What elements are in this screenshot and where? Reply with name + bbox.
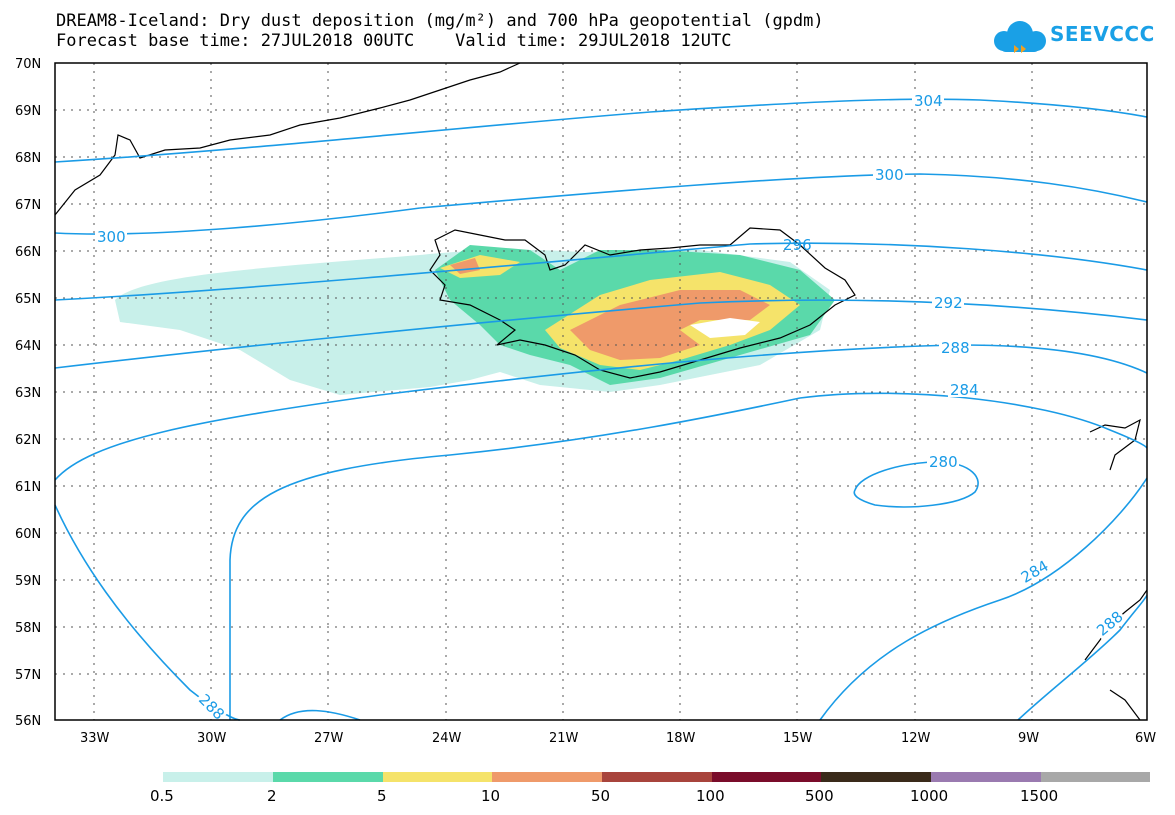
contour-label: 284 [950,381,979,399]
contour-label: 280 [929,453,958,471]
legend-swatch [931,772,1041,782]
latitude-labels: 70N 69N 68N 67N 66N 65N 64N 63N 62N 61N … [15,57,41,729]
lon-label: 27W [314,731,344,746]
dust-deposition-field [115,245,835,395]
lat-label: 66N [15,245,41,260]
legend-swatch [602,772,712,782]
legend-label: 1500 [1020,787,1058,805]
contour-288-south [1017,594,1148,721]
legend-swatch [163,772,273,782]
dust-level-10 [570,290,770,360]
lat-label: 63N [15,386,41,401]
legend-label: 2 [267,787,277,805]
contour-296 [54,242,1148,301]
contour-label-group: 304 300 300 296 292 288 284 280 284 288 … [95,92,1127,723]
cloud-icon [994,21,1046,53]
map-frame [54,62,1148,721]
faroe-coast [1089,418,1141,471]
legend-label: 50 [591,787,610,805]
contour-label: 296 [783,236,812,254]
dust-clear-patch [690,318,760,338]
legend-label: 1000 [910,787,948,805]
lat-label: 70N [15,57,41,72]
legend-swatch [492,772,602,782]
logo-text: SEEVCCC [1050,22,1155,46]
lon-label: 18W [666,731,696,746]
lat-label: 62N [15,433,41,448]
legend-label: 0.5 [150,787,174,805]
contour-284-south [819,477,1148,721]
lon-label: 6W [1135,731,1156,746]
contour-280 [853,461,979,508]
iceland-coast [429,227,856,379]
lat-label: 69N [15,104,41,119]
legend-colorbar: 0.5 2 5 10 50 100 500 1000 1500 [150,772,1150,805]
lon-label: 9W [1018,731,1039,746]
lon-label: 24W [432,731,462,746]
legend-swatch [1041,772,1150,782]
lat-label: 67N [15,198,41,213]
lon-label: 12W [901,731,931,746]
legend-swatch [821,772,931,782]
lat-label: 57N [15,668,41,683]
lat-label: 59N [15,574,41,589]
lat-label: 65N [15,292,41,307]
coastlines [54,62,1148,721]
lat-label: 64N [15,339,41,354]
lon-label: 33W [80,731,110,746]
contour-288-upper [54,344,1148,481]
scotland-islands [1109,689,1141,721]
legend-swatch [383,772,492,782]
lat-label: 61N [15,480,41,495]
legend-label: 5 [377,787,387,805]
legend-swatch [712,772,821,782]
contour-label: 300 [97,228,126,246]
contour-288-west2 [279,709,361,721]
contour-label: 288 [941,339,970,357]
longitude-labels: 33W 30W 27W 24W 21W 18W 15W 12W 9W 6W [80,731,1156,746]
contour-288-west [54,504,241,721]
map-subtitle-times: Forecast base time: 27JUL2018 00UTC Vali… [56,31,732,51]
lat-label: 56N [15,714,41,729]
contour-label: 288 [195,690,228,723]
legend-label: 500 [805,787,834,805]
lat-label: 68N [15,151,41,166]
graticule [55,63,1147,720]
contour-300-upper [419,173,1148,209]
seevccc-logo [994,21,1046,53]
greenland-coast [54,62,521,216]
lat-label: 60N [15,527,41,542]
legend-label: 10 [481,787,500,805]
contour-label: 300 [875,166,904,184]
legend-swatch [273,772,383,782]
contour-label: 304 [914,92,943,110]
contour-292 [54,299,1148,369]
legend-label: 100 [696,787,725,805]
lon-label: 21W [549,731,579,746]
contour-284 [229,392,1148,720]
contour-304 [54,98,1148,163]
lon-label: 30W [197,731,227,746]
lon-label: 15W [783,731,813,746]
contour-label: 292 [934,294,963,312]
lat-label: 58N [15,621,41,636]
map-title: DREAM8-Iceland: Dry dust deposition (mg/… [56,11,824,31]
